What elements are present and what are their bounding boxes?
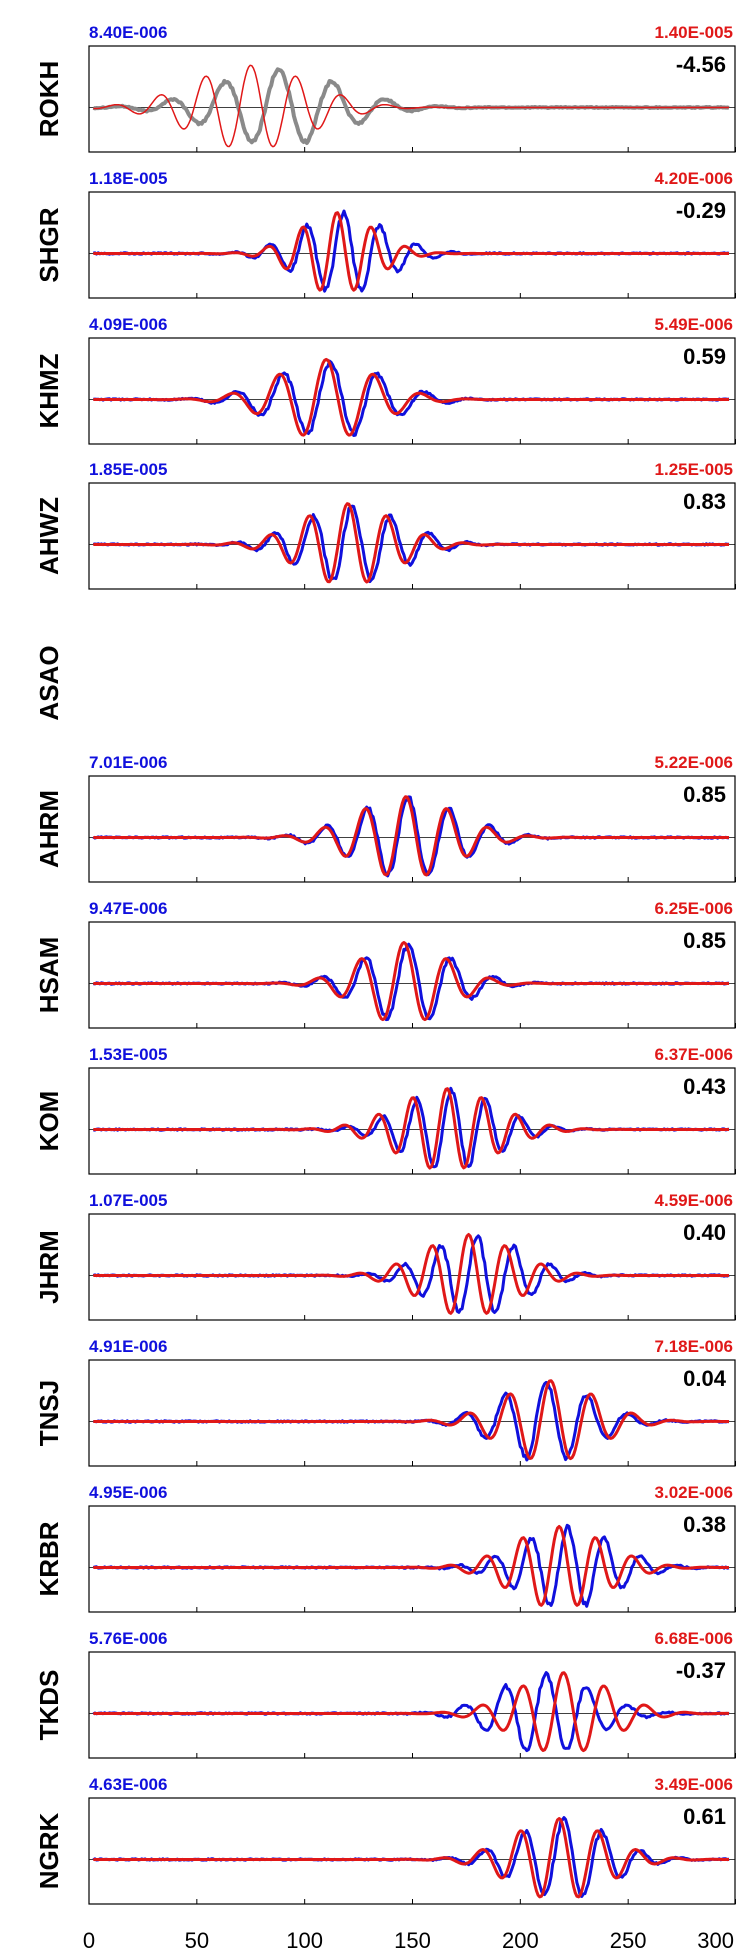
correlation-value: 0.59 xyxy=(683,344,726,369)
correlation-value: 0.85 xyxy=(683,782,726,807)
correlation-value: -0.37 xyxy=(676,1658,726,1683)
synthetic-amplitude-label: 4.20E-006 xyxy=(655,169,733,188)
panel-frame xyxy=(88,191,736,299)
synthetic-waveform xyxy=(93,1233,729,1315)
synthetic-waveform xyxy=(93,502,729,584)
synthetic-waveform xyxy=(93,1817,729,1899)
observed-amplitude-label: 5.76E-006 xyxy=(89,1629,167,1648)
synthetic-waveform xyxy=(93,1379,729,1461)
station-label: NGRK xyxy=(34,1813,64,1890)
synthetic-amplitude-label: 6.25E-006 xyxy=(655,899,733,918)
panel-tnsj: TNSJ 4.91E-006 7.18E-006 0.04 xyxy=(34,1337,736,1467)
panel-frame xyxy=(88,1797,736,1905)
synthetic-waveform xyxy=(93,1671,729,1753)
correlation-value: 0.40 xyxy=(683,1220,726,1245)
x-tick-label: 100 xyxy=(286,1928,323,1953)
correlation-value: 0.61 xyxy=(683,1804,726,1829)
x-tick-label: 250 xyxy=(610,1928,647,1953)
station-label: ASAO xyxy=(34,645,64,720)
panel-frame xyxy=(88,482,736,590)
panel-kom: KOM 1.53E-005 6.37E-006 0.43 xyxy=(34,1045,736,1175)
station-label: JHRM xyxy=(34,1230,64,1304)
observed-amplitude-label: 4.95E-006 xyxy=(89,1483,167,1502)
correlation-value: -0.29 xyxy=(676,198,726,223)
panel-ahwz: AHWZ 1.85E-005 1.25E-005 0.83 xyxy=(34,460,736,590)
panel-frame xyxy=(88,1651,736,1759)
synthetic-amplitude-label: 6.68E-006 xyxy=(655,1629,733,1648)
synthetic-amplitude-label: 3.02E-006 xyxy=(655,1483,733,1502)
synthetic-waveform xyxy=(93,1525,729,1607)
panel-rokh: ROKH 8.40E-006 1.40E-005 -4.56 xyxy=(34,23,736,153)
synthetic-waveform xyxy=(93,795,729,877)
panel-jhrm: JHRM 1.07E-005 4.59E-006 0.40 xyxy=(34,1191,736,1321)
correlation-value: -4.56 xyxy=(676,52,726,77)
x-tick-label: 300 xyxy=(697,1928,734,1953)
station-label: AHRM xyxy=(34,790,64,868)
panel-frame xyxy=(88,1359,736,1467)
synthetic-amplitude-label: 4.59E-006 xyxy=(655,1191,733,1210)
correlation-value: 0.43 xyxy=(683,1074,726,1099)
correlation-value: 0.38 xyxy=(683,1512,726,1537)
observed-amplitude-label: 9.47E-006 xyxy=(89,899,167,918)
panel-shgr: SHGR 1.18E-005 4.20E-006 -0.29 xyxy=(34,169,736,299)
station-label: KHMZ xyxy=(34,353,64,428)
synthetic-amplitude-label: 1.40E-005 xyxy=(655,23,733,42)
panel-ngrk: NGRK 4.63E-006 3.49E-006 0.61 xyxy=(34,1775,736,1905)
synthetic-waveform xyxy=(93,211,729,292)
station-label: SHGR xyxy=(34,207,64,282)
synthetic-waveform xyxy=(93,357,729,437)
observed-amplitude-label: 1.18E-005 xyxy=(89,169,167,188)
correlation-value: 0.83 xyxy=(683,489,726,514)
x-tick-label: 50 xyxy=(185,1928,209,1953)
panel-tkds: TKDS 5.76E-006 6.68E-006 -0.37 xyxy=(34,1629,736,1759)
station-label: TKDS xyxy=(34,1670,64,1741)
panel-ahrm: AHRM 7.01E-006 5.22E-006 0.85 xyxy=(34,753,736,883)
station-label: HSAM xyxy=(34,937,64,1014)
panel-frame xyxy=(88,45,736,153)
observed-amplitude-label: 1.85E-005 xyxy=(89,460,167,479)
observed-amplitude-label: 4.91E-006 xyxy=(89,1337,167,1356)
synthetic-amplitude-label: 1.25E-005 xyxy=(655,460,733,479)
station-label: TNSJ xyxy=(34,1380,64,1446)
panel-frame xyxy=(88,1505,736,1613)
observed-amplitude-label: 1.07E-005 xyxy=(89,1191,167,1210)
synthetic-waveform xyxy=(93,941,729,1022)
x-axis: 0 50 100 150 200 250 300 xyxy=(83,1928,734,1953)
x-tick-label: 150 xyxy=(394,1928,431,1953)
synthetic-waveform xyxy=(93,64,729,148)
x-tick-label: 200 xyxy=(502,1928,539,1953)
station-label: AHWZ xyxy=(34,497,64,575)
panel-krbr: KRBR 4.95E-006 3.02E-006 0.38 xyxy=(34,1483,736,1613)
panel-hsam: HSAM 9.47E-006 6.25E-006 0.85 xyxy=(34,899,736,1029)
observed-amplitude-label: 8.40E-006 xyxy=(89,23,167,42)
panel-frame xyxy=(88,1067,736,1175)
panel-frame xyxy=(88,337,736,445)
panel-frame xyxy=(88,1213,736,1321)
observed-amplitude-label: 1.53E-005 xyxy=(89,1045,167,1064)
panels-group: ROKH 8.40E-006 1.40E-005 -4.56 SHGR 1.18E-005… xyxy=(34,23,736,1905)
panel-khmz: KHMZ 4.09E-006 5.49E-006 0.59 xyxy=(34,315,736,445)
panel-asao: ASAO xyxy=(34,645,64,720)
synthetic-amplitude-label: 6.37E-006 xyxy=(655,1045,733,1064)
station-label: KRBR xyxy=(34,1521,64,1596)
station-label: ROKH xyxy=(34,61,64,138)
synthetic-amplitude-label: 5.22E-006 xyxy=(655,753,733,772)
synthetic-amplitude-label: 5.49E-006 xyxy=(655,315,733,334)
synthetic-amplitude-label: 3.49E-006 xyxy=(655,1775,733,1794)
station-label: KOM xyxy=(34,1091,64,1152)
correlation-value: 0.85 xyxy=(683,928,726,953)
observed-amplitude-label: 4.09E-006 xyxy=(89,315,167,334)
correlation-value: 0.04 xyxy=(683,1366,727,1391)
observed-amplitude-label: 4.63E-006 xyxy=(89,1775,167,1794)
synthetic-amplitude-label: 7.18E-006 xyxy=(655,1337,733,1356)
observed-amplitude-label: 7.01E-006 xyxy=(89,753,167,772)
panel-frame xyxy=(88,775,736,883)
x-tick-label: 0 xyxy=(83,1928,95,1953)
synthetic-waveform xyxy=(93,1087,729,1170)
